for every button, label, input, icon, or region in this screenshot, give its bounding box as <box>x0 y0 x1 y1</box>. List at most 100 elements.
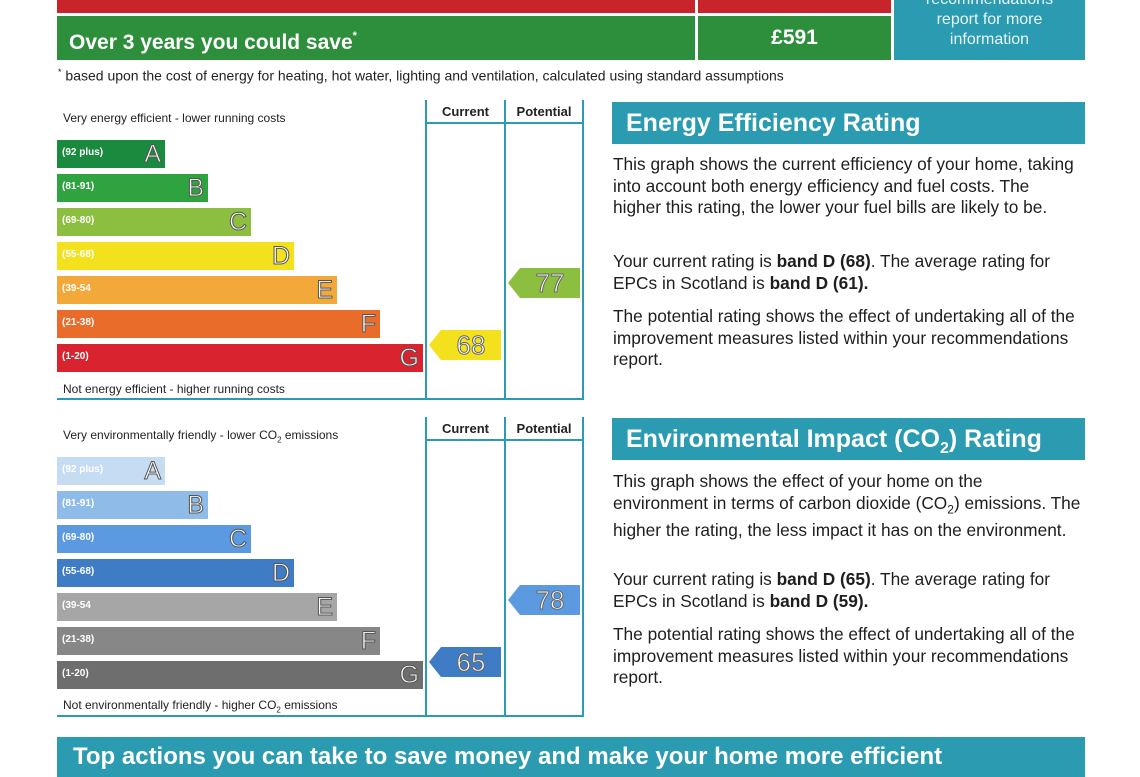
rating-band-g: (1-20) G <box>57 344 423 373</box>
band-range-label: (1-20) <box>62 668 89 679</box>
co2-panel-paragraph-2: Your current rating is band D (65). The … <box>613 569 1081 612</box>
chart-divider <box>504 100 506 400</box>
savings-footnote: * based upon the cost of energy for heat… <box>58 67 784 84</box>
co2-rating-chart: Current Potential Very environmentally f… <box>57 417 584 717</box>
footnote-mark: * <box>58 67 62 77</box>
rating-band-d: (55-68) D <box>57 559 294 588</box>
band-range-label: (69-80) <box>62 215 95 226</box>
column-current-header: Current <box>442 104 489 119</box>
band-range-label: (39-54 <box>62 283 91 294</box>
rating-band-b: (81-91) B <box>57 491 208 520</box>
column-potential-header: Potential <box>516 421 572 436</box>
energy-panel-paragraph-3: The potential rating shows the effect of… <box>613 306 1075 369</box>
rating-band-f: (21-38) F <box>57 627 380 656</box>
band-range-label: (81-91) <box>62 498 95 509</box>
p1-sub: 2 <box>947 501 954 516</box>
caption-pre: Very environmentally friendly - lower CO <box>63 428 278 442</box>
caption-post: emissions <box>280 698 338 712</box>
band-letter: A <box>144 457 162 486</box>
chart-top-caption: Very environmentally friendly - lower CO… <box>63 428 338 444</box>
band-range-label: (69-80) <box>62 532 95 543</box>
band-range-label: (55-68) <box>62 566 95 577</box>
band-range-label: (92 plus) <box>62 464 104 475</box>
energy-rating-chart: Current Potential Very energy efficient … <box>57 100 584 400</box>
rating-band-f: (21-38) F <box>57 310 380 339</box>
current-rating-value: 65 <box>456 647 486 678</box>
p2-text: . The average rating for EPCs in Scotlan… <box>613 569 1051 611</box>
p1-text: ) emissions. The higher the rating, the … <box>613 492 1081 541</box>
chart-bottom-line <box>57 715 584 717</box>
potential-rating-arrow: 78 <box>508 585 580 616</box>
energy-panel-paragraph-2: Your current rating is band D (68). The … <box>613 251 1081 294</box>
band-range-label: (55-68) <box>62 249 95 260</box>
potential-arrow-shape <box>508 268 580 298</box>
co2-panel-paragraph-1: This graph shows the effect of your home… <box>613 471 1081 542</box>
rating-band-g: (1-20) G <box>57 661 423 690</box>
p2-text: . The average rating for EPCs in Scotlan… <box>613 251 1051 293</box>
title-post: ) Rating <box>948 425 1042 453</box>
rating-band-e: (39-54 E <box>57 593 337 622</box>
savings-label-mark: * <box>352 30 357 42</box>
co2-panel-title: Environmental Impact (CO2) Rating <box>612 418 1085 460</box>
band-letter: E <box>316 593 334 622</box>
band-range-label: (81-91) <box>62 181 95 192</box>
rec-line-1: recommendations <box>894 0 1085 10</box>
caption-sub: 2 <box>277 435 282 445</box>
band-letter: B <box>187 174 205 203</box>
energy-panel-paragraph-1: This graph shows the current efficiency … <box>613 154 1074 217</box>
rating-band-d: (55-68) D <box>57 242 294 271</box>
band-letter: B <box>187 491 205 520</box>
cost-value-partial <box>698 0 891 13</box>
band-letter: C <box>228 208 247 237</box>
band-range-label: (92 plus) <box>62 147 104 158</box>
rating-band-b: (81-91) B <box>57 174 208 203</box>
energy-panel-title: Energy Efficiency Rating <box>612 102 1085 144</box>
potential-rating-value: 77 <box>535 268 565 299</box>
rating-band-c: (69-80) C <box>57 208 251 237</box>
band-letter: F <box>360 310 376 339</box>
p2-text: Your current rating is <box>613 251 777 271</box>
p1-text: This graph shows the effect of your home… <box>613 471 983 513</box>
savings-label-text: Over 3 years you could save <box>69 31 353 54</box>
current-arrow-shape <box>429 647 501 677</box>
title-pre: Environmental Impact (CO <box>626 425 940 453</box>
potential-arrow-shape <box>508 585 580 615</box>
chart-divider <box>425 417 427 717</box>
current-rating-arrow: 65 <box>429 647 501 678</box>
chart-divider <box>425 100 427 400</box>
rating-band-a: (92 plus) A <box>57 457 165 486</box>
chart-divider <box>504 417 506 717</box>
chart-header-line <box>427 439 582 441</box>
top-actions-heading: Top actions you can take to save money a… <box>57 737 1085 777</box>
current-rating-arrow: 68 <box>429 330 501 361</box>
chart-bottom-caption: Not energy efficient - higher running co… <box>63 382 285 396</box>
chart-divider <box>582 100 584 400</box>
column-current-header: Current <box>442 421 489 436</box>
band-range-label: (21-38) <box>62 317 95 328</box>
title-sub: 2 <box>939 440 949 457</box>
band-letter: C <box>228 525 247 554</box>
column-potential-header: Potential <box>516 104 572 119</box>
savings-label: Over 3 years you could save* <box>57 16 695 60</box>
current-band-text: band D (65) <box>776 569 871 589</box>
footnote-text: based upon the cost of energy for heatin… <box>65 67 784 84</box>
rating-band-e: (39-54 E <box>57 276 337 305</box>
chart-header-line <box>427 122 582 124</box>
band-letter: A <box>144 140 162 169</box>
band-letter: G <box>399 344 419 373</box>
band-range-label: (21-38) <box>62 634 95 645</box>
chart-bottom-line <box>57 398 584 400</box>
rating-band-a: (92 plus) A <box>57 140 165 169</box>
caption-post: emissions <box>281 428 339 442</box>
current-band-text: band D (68) <box>776 251 871 271</box>
potential-rating-value: 78 <box>535 585 565 616</box>
band-letter: F <box>360 627 376 656</box>
band-letter: G <box>399 661 419 690</box>
band-letter: D <box>271 559 290 588</box>
co2-panel-paragraph-3: The potential rating shows the effect of… <box>613 624 1075 687</box>
caption-sub: 2 <box>276 705 281 715</box>
average-band-text: band D (61). <box>769 272 869 293</box>
chart-divider <box>582 417 584 717</box>
band-range-label: (1-20) <box>62 351 89 362</box>
current-arrow-shape <box>429 330 501 360</box>
